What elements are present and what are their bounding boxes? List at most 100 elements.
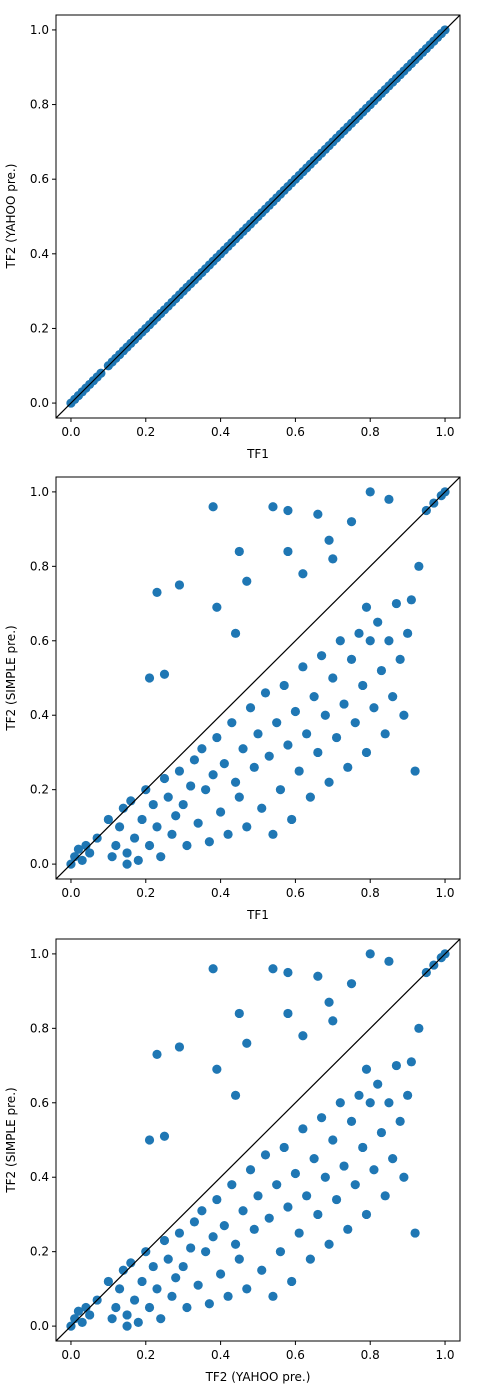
data-point — [219, 759, 229, 769]
data-point — [122, 1310, 132, 1320]
data-point — [144, 840, 155, 851]
y-tick-label: 0.8 — [30, 98, 49, 112]
data-point — [212, 1064, 222, 1074]
data-point — [275, 1247, 286, 1257]
data-point — [279, 1142, 289, 1153]
data-point — [193, 818, 203, 828]
y-tick-label: 0.6 — [30, 634, 49, 648]
data-point — [208, 770, 218, 780]
y-tick-label: 1.0 — [30, 23, 49, 37]
data-point — [171, 1273, 181, 1283]
data-point — [230, 628, 241, 638]
data-point — [208, 1232, 218, 1242]
x-tick-label: 0.4 — [211, 886, 230, 900]
data-point — [230, 1239, 241, 1249]
data-point — [264, 751, 274, 761]
data-point — [346, 517, 357, 527]
data-point — [395, 1116, 405, 1126]
data-point — [361, 1209, 372, 1220]
data-point — [238, 1206, 248, 1216]
data-point — [388, 1154, 398, 1164]
data-point — [294, 766, 304, 776]
data-point — [70, 852, 80, 862]
data-point — [283, 740, 293, 750]
y-tick-label: 0.8 — [30, 1021, 49, 1035]
data-point — [406, 595, 416, 605]
data-point — [294, 1228, 304, 1238]
data-point — [346, 654, 357, 664]
data-point — [171, 811, 181, 821]
y-tick-label: 0.4 — [30, 247, 49, 261]
data-point — [242, 1284, 252, 1294]
data-point — [369, 703, 379, 713]
data-point — [365, 949, 375, 959]
data-point — [298, 1031, 308, 1041]
data-point — [118, 803, 128, 813]
x-tick-label: 0.2 — [136, 425, 155, 439]
data-point — [103, 1276, 113, 1287]
data-point — [122, 848, 132, 858]
data-point — [283, 1202, 293, 1212]
data-point — [328, 1135, 338, 1145]
data-point — [152, 822, 162, 832]
x-tick-label: 0.0 — [61, 886, 80, 900]
x-tick-label: 1.0 — [435, 425, 454, 439]
x-tick-label: 0.6 — [286, 425, 305, 439]
x-tick-label: 0.4 — [211, 425, 230, 439]
data-point — [126, 1258, 136, 1268]
data-point — [174, 1228, 185, 1238]
data-point — [316, 1113, 327, 1123]
data-point — [111, 840, 121, 851]
data-point — [302, 1191, 312, 1201]
data-point — [223, 829, 233, 839]
data-point — [339, 1161, 349, 1171]
data-point — [369, 1165, 379, 1175]
data-point — [331, 1194, 342, 1205]
data-point — [268, 829, 278, 839]
data-point — [111, 1302, 121, 1313]
data-point — [268, 502, 278, 512]
axes-frame — [55, 476, 461, 880]
data-point — [178, 799, 188, 810]
data-point — [148, 1261, 158, 1272]
data-point — [410, 766, 420, 776]
scatter-panel-1: TF1 TF2 (YAHOO pre.) 0.0 0.2 0.4 0.6 0.8 1.0 0… — [4, 14, 461, 461]
data-point — [122, 859, 132, 869]
y-axis-label: TF2 (SIMPLE pre.) — [4, 1087, 18, 1193]
data-point — [197, 1206, 207, 1216]
data-point — [324, 535, 334, 545]
reference-line-y-equals-x — [56, 939, 460, 1341]
data-point — [137, 814, 147, 825]
data-point — [215, 1269, 226, 1279]
data-point — [208, 502, 218, 512]
data-point — [227, 1180, 237, 1190]
data-point — [85, 1310, 95, 1320]
x-tick-label: 0.8 — [361, 886, 380, 900]
data-point — [129, 1295, 140, 1305]
data-point — [328, 1016, 338, 1026]
data-point — [81, 840, 91, 851]
data-point — [212, 1194, 222, 1205]
data-point — [182, 1302, 192, 1313]
data-point — [249, 762, 259, 772]
data-point — [144, 1302, 155, 1313]
data-point — [331, 732, 342, 743]
data-point — [238, 744, 248, 754]
data-point — [279, 680, 289, 691]
data-point — [208, 964, 218, 974]
data-point — [354, 628, 364, 638]
data-point — [129, 833, 140, 843]
data-point — [391, 598, 402, 609]
data-point — [234, 546, 244, 557]
x-tick-label: 0.8 — [361, 425, 380, 439]
data-point — [298, 662, 308, 672]
data-point — [182, 840, 192, 851]
data-point — [77, 855, 87, 865]
y-tick-label: 0.0 — [30, 857, 49, 871]
data-point — [283, 546, 293, 557]
data-point — [156, 852, 166, 862]
data-point — [260, 1150, 271, 1160]
data-point — [118, 1265, 128, 1275]
data-point — [346, 979, 357, 989]
data-point — [395, 654, 405, 664]
